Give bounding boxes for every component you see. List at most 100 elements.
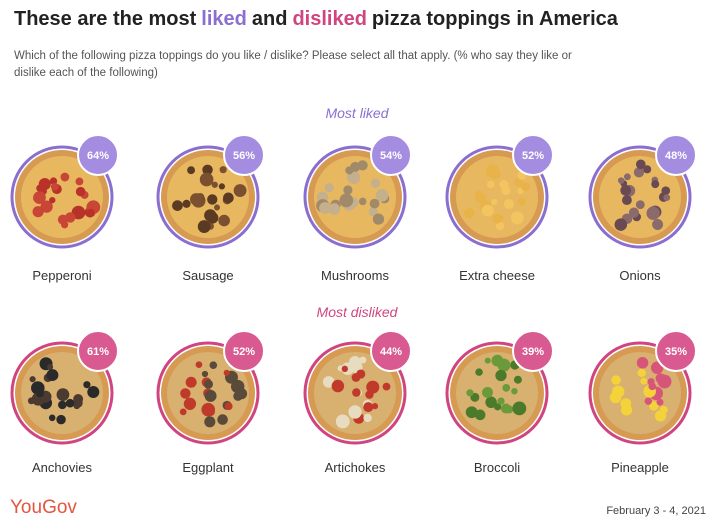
percent-label: 48% — [665, 150, 687, 162]
topping — [656, 398, 664, 406]
percent-label: 39% — [522, 346, 544, 358]
percent-label: 35% — [665, 346, 687, 358]
badge — [512, 330, 554, 372]
topping — [58, 400, 67, 410]
topping — [659, 405, 668, 414]
topping — [621, 195, 632, 206]
topping — [29, 376, 36, 383]
topping — [611, 375, 621, 385]
percent-label: 64% — [87, 150, 109, 162]
topping — [652, 218, 664, 230]
topping — [497, 214, 504, 222]
topping — [635, 159, 646, 170]
topping — [620, 404, 633, 416]
topping — [636, 357, 649, 369]
pizza — [588, 134, 697, 249]
pizza — [156, 134, 265, 249]
topping — [620, 184, 632, 196]
pizza-ring — [303, 145, 407, 249]
topping-name: Broccoli — [474, 460, 520, 475]
topping — [643, 165, 652, 174]
pizza-ring — [588, 145, 692, 249]
topping — [185, 376, 197, 388]
topping — [38, 177, 51, 191]
topping — [513, 375, 522, 384]
topping — [506, 201, 514, 209]
pizza — [10, 330, 119, 445]
topping — [611, 385, 625, 398]
topping — [495, 369, 507, 382]
topping — [649, 401, 659, 411]
topping — [56, 414, 66, 425]
topping — [27, 397, 35, 405]
topping — [75, 186, 86, 197]
topping — [218, 183, 225, 190]
topping — [497, 397, 505, 405]
topping — [203, 379, 213, 389]
topping — [183, 397, 197, 410]
topping — [510, 211, 524, 225]
topping — [657, 374, 672, 389]
topping — [202, 164, 213, 176]
pizza — [588, 330, 697, 445]
topping — [500, 403, 511, 414]
topping — [368, 207, 378, 217]
percent-label: 56% — [233, 150, 255, 162]
topping — [491, 354, 504, 367]
topping — [328, 203, 341, 215]
topping — [60, 172, 70, 182]
topping — [651, 180, 660, 189]
pizza-ring — [156, 341, 260, 445]
topping — [236, 388, 248, 400]
topping — [46, 369, 59, 382]
topping-name: Mushrooms — [321, 268, 389, 283]
topping — [233, 184, 247, 197]
topping — [485, 164, 500, 179]
badge — [223, 134, 265, 176]
topping — [343, 185, 353, 195]
badge — [370, 134, 412, 176]
topping — [197, 220, 211, 233]
topping — [466, 389, 474, 397]
topping — [36, 389, 44, 398]
topping — [475, 192, 487, 204]
topping — [40, 200, 53, 213]
topping — [623, 173, 631, 181]
topping — [637, 368, 646, 378]
topping — [352, 388, 361, 397]
topping — [644, 397, 653, 405]
topping-name: Extra cheese — [459, 268, 535, 283]
pizza — [445, 330, 554, 445]
topping — [319, 202, 331, 214]
topping — [49, 196, 56, 204]
pizza — [445, 134, 554, 249]
topping — [322, 376, 335, 388]
badge — [77, 330, 119, 372]
topping — [207, 194, 218, 205]
topping — [372, 213, 385, 225]
topping — [331, 379, 345, 393]
topping — [378, 191, 387, 199]
topping — [48, 414, 56, 422]
pizza-ring — [10, 145, 114, 249]
topping — [204, 416, 216, 428]
topping — [640, 377, 648, 385]
topping — [223, 369, 230, 376]
topping — [369, 198, 380, 209]
topping — [363, 402, 374, 413]
topping — [495, 221, 505, 231]
topping — [214, 204, 221, 211]
topping — [204, 389, 217, 402]
topping-name: Sausage — [182, 268, 233, 283]
topping — [614, 218, 628, 231]
topping — [350, 161, 361, 172]
percent-label: 44% — [380, 346, 402, 358]
topping — [341, 365, 349, 372]
topping — [521, 182, 531, 192]
topping — [484, 390, 492, 398]
topping — [211, 181, 218, 188]
topping — [47, 363, 54, 371]
pizza-ring — [303, 341, 407, 445]
